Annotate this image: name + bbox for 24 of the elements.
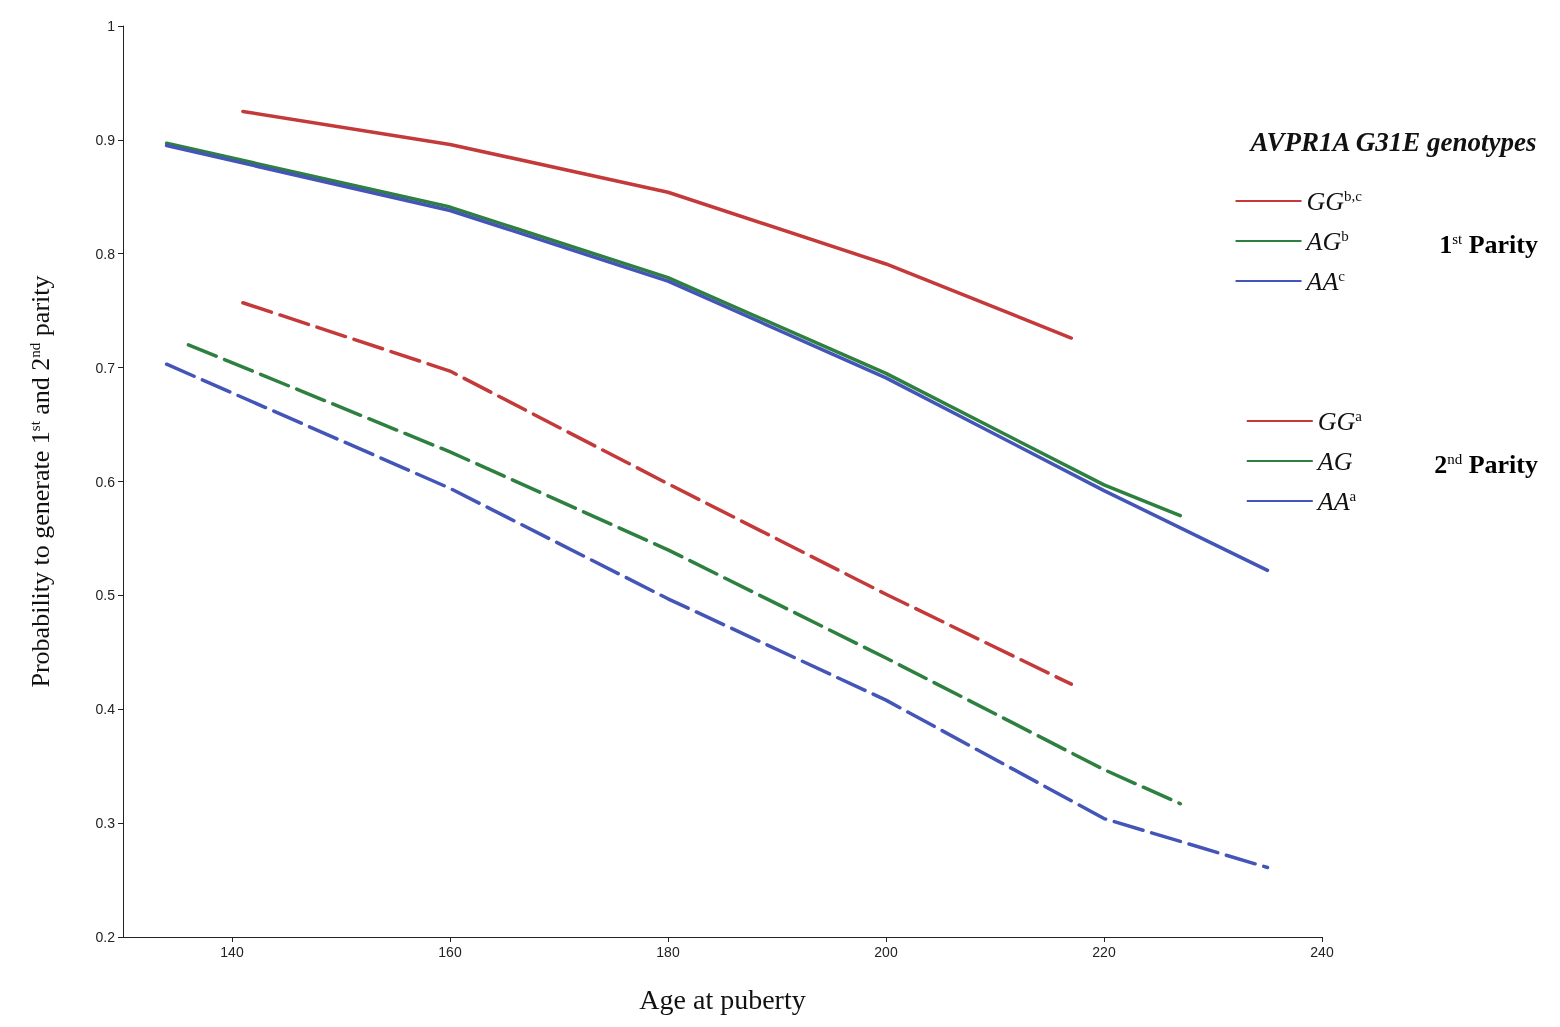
x-tick-label: 200 <box>874 944 898 960</box>
y-axis-title: Probability to generate 1st and 2nd parity <box>25 275 55 688</box>
x-tick-label: 160 <box>438 944 462 960</box>
line-series <box>241 300 1074 686</box>
y-tick-label: 0.4 <box>95 701 116 718</box>
line-series <box>186 343 1183 806</box>
line-series <box>164 141 1183 518</box>
y-tick-label: 1 <box>107 18 116 34</box>
y-tick-label: 0.7 <box>95 359 116 376</box>
y-tick-label: 0.5 <box>95 587 116 604</box>
y-tick-label: 0.9 <box>95 131 116 148</box>
x-tick-label: 180 <box>656 944 680 960</box>
x-axis-title: Age at puberty <box>639 983 806 1015</box>
x-tick-label: 140 <box>220 944 244 960</box>
legend-title: AVPR1A G31E genotypes <box>1248 126 1537 157</box>
line-series <box>241 109 1074 340</box>
y-tick-label: 0.6 <box>95 473 116 490</box>
x-tick-label: 220 <box>1092 944 1116 960</box>
line-series <box>164 362 1270 870</box>
x-tick-label: 240 <box>1310 944 1334 960</box>
y-tick-label: 0.2 <box>95 929 116 945</box>
legend-label: AG <box>1315 446 1353 476</box>
y-tick-label: 0.3 <box>95 815 116 832</box>
y-tick-label: 0.8 <box>95 245 116 262</box>
